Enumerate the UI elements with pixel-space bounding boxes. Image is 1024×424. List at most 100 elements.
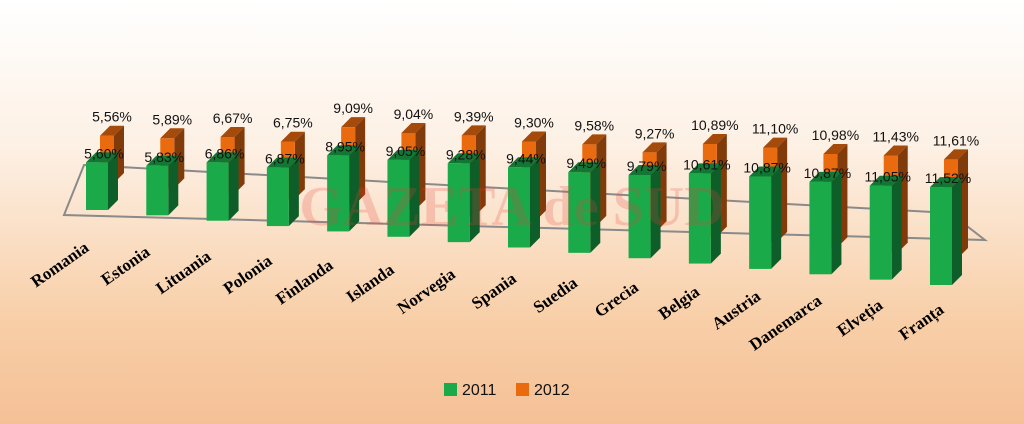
watermark: GAZETA de SUD (299, 176, 724, 238)
bar-2011-romania-side (108, 152, 118, 210)
bar-2011-franța-side (952, 177, 962, 285)
bar-2012-lituania-top (220, 127, 245, 138)
bar-2011-polonia-top (266, 157, 299, 168)
bar-2011-romania-front (86, 162, 108, 210)
bar-2011-danemarca (809, 171, 842, 275)
data-label-2011: 5,83% (144, 149, 184, 165)
bar-2012-danemarca-top (823, 143, 848, 154)
data-label-2012: 5,89% (152, 111, 192, 127)
bar-2011-austria (749, 166, 782, 269)
data-label-2012: 9,27% (635, 125, 675, 141)
bar-2011-romania-top (86, 152, 118, 163)
bar-2012-romania-top (100, 125, 124, 136)
bar-2011-islanda-front (387, 159, 410, 237)
bar-2011-grecia (628, 164, 661, 259)
bar-2011-suedia-side (590, 162, 601, 253)
bar-2011-romania (86, 152, 118, 210)
data-label-2011: 10,61% (683, 156, 730, 172)
bar-2012-estonia-top (160, 128, 185, 139)
category-label: Romania (27, 237, 92, 291)
data-label-2011: 9,44% (506, 150, 546, 166)
bar-2011-islanda-side (409, 149, 420, 237)
bar-2011-finlanda (327, 145, 360, 232)
bar-2011-lituania-top (206, 152, 239, 163)
category-label: Polonia (220, 251, 276, 298)
data-label-2011: 10,87% (743, 160, 790, 176)
data-label-2011: 9,49% (566, 155, 606, 171)
bar-2012-franța-top (944, 149, 968, 160)
bar-2011-lituania (206, 152, 239, 221)
bar-2011-norvegia-front (447, 163, 470, 243)
bar-2011-danemarca-side (831, 171, 842, 275)
data-label-2012: 11,10% (752, 121, 798, 137)
data-label-2012: 5,56% (92, 109, 132, 125)
data-label-2012: 10,98% (812, 127, 859, 143)
data-label-2011: 11,05% (864, 169, 910, 185)
category-label: Austria (708, 286, 764, 333)
bar-2011-lituania-front (206, 162, 229, 221)
bar-2011-austria-top (749, 166, 782, 177)
category-label: Elveția (834, 295, 888, 341)
category-label: Spania (468, 268, 520, 313)
data-label-2011: 8,95% (325, 138, 365, 154)
bar-2011-norvegia-top (447, 153, 480, 164)
legend: 2011 2012 (444, 382, 570, 399)
bar-2011-belgia (688, 163, 721, 264)
data-labels-group: 5,56% 5,60% 5,89% 5,83% 6,67% 6,86% 6,75% 6,87%… (84, 100, 979, 186)
bar-2011-norvegia (447, 153, 480, 243)
bar-2012-islanda-top (401, 122, 426, 133)
data-label-2012: 10,89% (691, 117, 738, 133)
bar-2011-islanda (387, 149, 420, 237)
bar-2011-danemarca-top (809, 171, 842, 182)
data-label-2012: 9,39% (454, 108, 494, 124)
bar-2011-grecia-front (628, 174, 651, 259)
bar-2011-franța (930, 177, 962, 285)
bar-2011-elveția (869, 175, 902, 280)
bar-2011-elveția-side (891, 175, 902, 280)
category-label: Estonia (98, 242, 154, 289)
bar-2012-elveția-top (883, 145, 908, 156)
bar-2011-estonia-top (146, 155, 179, 166)
data-label-2012: 6,75% (273, 115, 313, 131)
data-label-2011: 9,79% (627, 158, 667, 174)
data-label-2012: 6,67% (213, 110, 253, 126)
legend-swatch-2012 (516, 383, 529, 396)
bar-2011-finlanda-top (327, 145, 360, 156)
bar-2011-polonia-side (288, 157, 299, 227)
bar-2011-danemarca-front (809, 181, 832, 275)
data-label-2012: 11,61% (933, 132, 979, 148)
data-label-2011: 10,87% (804, 165, 851, 181)
data-label-2011: 6,87% (265, 151, 305, 167)
category-label: Grecia (591, 277, 642, 321)
category-label: Finlanda (272, 255, 337, 308)
bar-2012-suedia-top (582, 134, 607, 145)
bar-2012-norvegia-top (461, 125, 486, 136)
data-label-2012: 9,04% (394, 106, 434, 122)
legend-label-2011: 2011 (462, 382, 497, 399)
bar-2011-polonia-front (266, 167, 289, 227)
data-label-2011: 9,28% (446, 146, 486, 162)
bar-2011-spania-front (508, 167, 530, 248)
bar-2011-elveția-top (869, 175, 902, 186)
bar-2011-estonia (146, 155, 179, 216)
bar-2011-franța-front (930, 187, 952, 285)
bar-2011-spania-top (508, 157, 540, 168)
bar-2011-finlanda-front (327, 155, 350, 232)
category-label: Belgia (655, 282, 703, 324)
data-label-2011: 6,86% (205, 145, 245, 161)
bar-2011-islanda-top (387, 149, 420, 160)
bar-2011-belgia-side (710, 163, 721, 264)
category-label: Lituania (152, 246, 214, 298)
bar-2012-austria-top (763, 137, 788, 148)
data-label-2012: 9,30% (514, 114, 554, 130)
legend-swatch-2011 (444, 383, 457, 396)
bar-2011-polonia (266, 157, 299, 227)
bar-2011-belgia-top (688, 163, 721, 174)
bar-2011-spania (508, 157, 540, 248)
data-label-2011: 5,60% (84, 145, 124, 161)
category-label: Islanda (343, 260, 398, 307)
bar-2011-franța-top (930, 177, 962, 188)
bar-2011-spania-side (530, 157, 540, 248)
bar-2011-belgia-front (688, 173, 711, 264)
